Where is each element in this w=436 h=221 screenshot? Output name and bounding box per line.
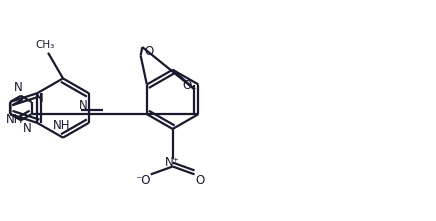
Text: N: N [23,122,31,135]
Text: ⁻O: ⁻O [135,174,150,187]
Text: N: N [79,99,88,112]
Text: N: N [35,92,44,105]
Text: N: N [14,81,22,94]
Text: CH₃: CH₃ [35,40,55,50]
Text: NH: NH [53,120,70,133]
Text: O: O [182,79,191,92]
Text: O: O [144,45,153,58]
Text: N⁺: N⁺ [165,156,180,169]
Text: NH: NH [6,113,23,126]
Text: O: O [196,174,205,187]
